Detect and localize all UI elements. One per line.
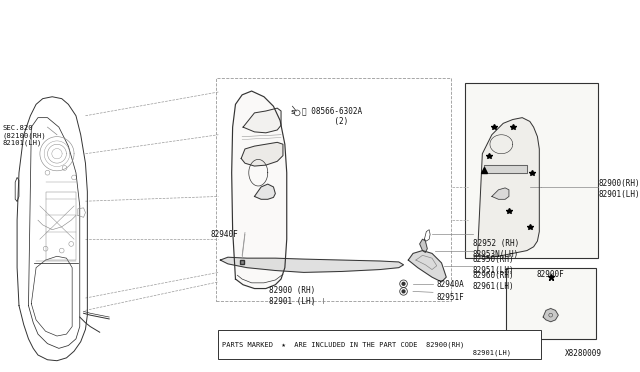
Circle shape xyxy=(402,290,405,293)
Text: 82960(RH)
82961(LH): 82960(RH) 82961(LH) xyxy=(473,272,515,291)
Text: Ⓢ 08566-6302A
       (2): Ⓢ 08566-6302A (2) xyxy=(302,106,362,126)
Polygon shape xyxy=(492,188,509,199)
Polygon shape xyxy=(232,91,287,289)
Text: X8280009: X8280009 xyxy=(565,349,602,358)
Text: 82951F: 82951F xyxy=(436,293,465,302)
Polygon shape xyxy=(543,308,558,322)
Polygon shape xyxy=(408,251,446,282)
Text: 82900(RH)
82901(LH): 82900(RH) 82901(LH) xyxy=(598,179,640,199)
Circle shape xyxy=(402,282,405,285)
Text: PARTS MARKED  ★  ARE INCLUDED IN THE PART CODE  82900(RH): PARTS MARKED ★ ARE INCLUDED IN THE PART … xyxy=(222,341,465,348)
Polygon shape xyxy=(420,239,428,253)
Text: S: S xyxy=(290,110,295,115)
Polygon shape xyxy=(220,257,404,272)
Text: 82940A: 82940A xyxy=(436,280,465,289)
Bar xyxy=(465,83,598,258)
Polygon shape xyxy=(255,184,275,199)
Polygon shape xyxy=(243,108,281,133)
Text: 82900 (RH)
82901 (LH): 82900 (RH) 82901 (LH) xyxy=(269,286,316,306)
Polygon shape xyxy=(241,142,283,166)
Polygon shape xyxy=(477,118,540,257)
Text: 82940F: 82940F xyxy=(211,230,239,239)
Text: 82900F: 82900F xyxy=(537,270,564,279)
Text: SEC.820
(82100(RH)
82101(LH): SEC.820 (82100(RH) 82101(LH) xyxy=(3,125,47,146)
Bar xyxy=(506,268,596,339)
Bar xyxy=(218,330,541,359)
Text: 82952 (RH)
82953N(LH): 82952 (RH) 82953N(LH) xyxy=(473,239,519,259)
Text: 82950(RH)
82951(LH): 82950(RH) 82951(LH) xyxy=(473,255,515,275)
Text: 82901(LH): 82901(LH) xyxy=(222,350,511,356)
